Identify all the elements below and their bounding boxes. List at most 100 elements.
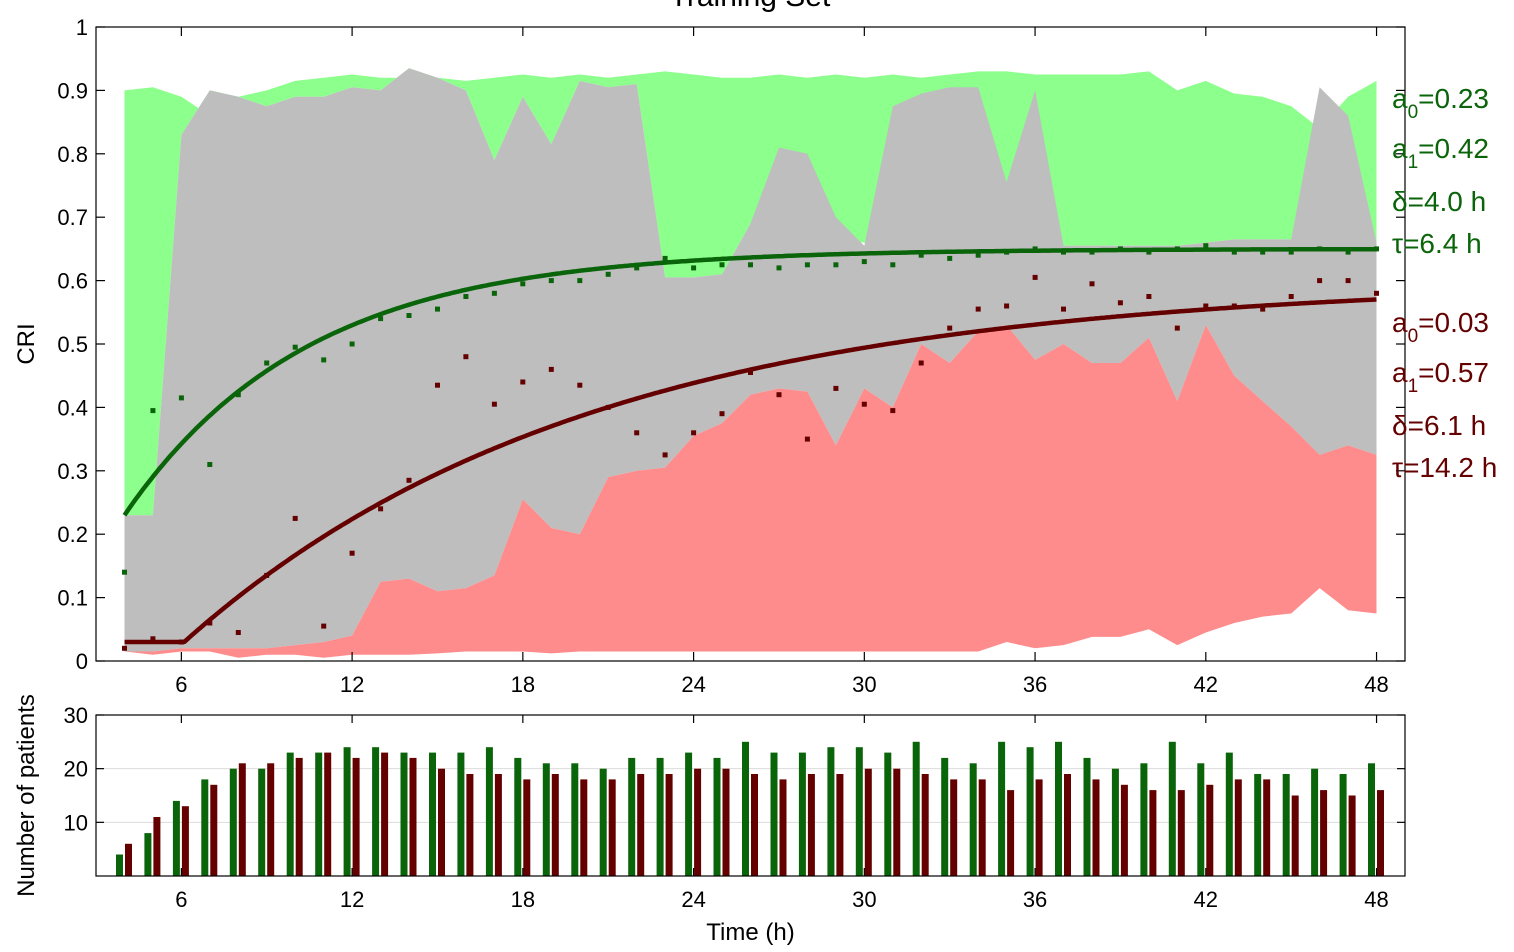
bar-red [921, 774, 929, 876]
x-tick-label: 12 [340, 887, 364, 912]
bar-red [1007, 790, 1015, 876]
bar-red [637, 774, 645, 876]
bar-red [523, 779, 531, 876]
bar-red [1348, 795, 1356, 876]
bar-red [665, 774, 673, 876]
data-point-green [150, 408, 156, 414]
data-point-red [577, 382, 583, 388]
bar-red [950, 779, 958, 876]
data-point-green [435, 306, 440, 312]
data-point-green [122, 569, 127, 575]
data-point-red [349, 550, 355, 556]
y-tick-label: 0.9 [57, 78, 88, 103]
x-tick-label: 6 [175, 887, 187, 912]
patients-bars [116, 741, 1384, 876]
data-point-green [1288, 249, 1294, 255]
green-band [124, 68, 1377, 516]
data-point-green [264, 360, 270, 366]
bar-red [210, 784, 218, 876]
bar-red [1263, 779, 1271, 876]
bar-red [893, 768, 901, 876]
bar-red [779, 779, 787, 876]
y-tick-label: 10 [64, 810, 88, 835]
data-point-red [691, 430, 697, 436]
bar-red [1291, 795, 1299, 876]
data-point-red [833, 385, 839, 391]
data-point-green [634, 265, 640, 271]
bar-red [1377, 790, 1384, 876]
bar-green [144, 833, 152, 876]
bar-red [580, 779, 588, 876]
patients-axis-ticks: 6 12 18 24 30 36 42 48 10 20 30 [64, 703, 1405, 912]
data-point-red [491, 401, 497, 407]
bar-red [1320, 790, 1328, 876]
y-tick-label: 30 [64, 703, 88, 728]
data-point-red [1146, 294, 1152, 299]
bar-red [438, 768, 445, 876]
data-point-red [1004, 303, 1010, 309]
bar-red [153, 817, 161, 876]
annotation-line: a1=0.57 [1392, 357, 1489, 397]
data-point-red [1345, 278, 1351, 284]
data-point-red [634, 430, 640, 436]
bar-green [429, 752, 436, 876]
bar-green [258, 768, 266, 876]
bar-green [1254, 774, 1262, 876]
bar-red [551, 774, 559, 876]
data-point-green [605, 271, 611, 277]
data-point-green [207, 462, 213, 467]
bar-red [1035, 779, 1043, 876]
bar-green [798, 752, 806, 876]
data-point-red [207, 620, 213, 626]
data-point-green [833, 262, 839, 268]
bar-green [286, 752, 294, 876]
x-tick-label: 24 [681, 887, 705, 912]
bar-red [836, 774, 844, 876]
cri-y-axis-label: CRI [13, 323, 40, 364]
cri-fit-lines [122, 246, 1377, 645]
data-point-red [378, 506, 384, 512]
fit-line-green [122, 246, 1377, 517]
bar-green [628, 757, 636, 876]
bar-green [1055, 741, 1062, 876]
bar-red [1064, 774, 1071, 876]
data-point-green [1203, 243, 1209, 249]
data-point-red [435, 382, 440, 388]
data-point-red [122, 645, 127, 651]
bar-green [941, 757, 949, 876]
data-point-green [719, 262, 725, 268]
bar-green [315, 752, 323, 876]
bar-red [608, 779, 616, 876]
data-point-red [804, 436, 810, 442]
bar-red [1120, 784, 1128, 876]
bar-red [1177, 790, 1185, 876]
red-parameter-annotation: a0=0.03 a1=0.57 δ=6.1 h τ=14.2 h [1392, 307, 1497, 483]
data-point-red [918, 360, 924, 366]
x-tick-label: 42 [1194, 887, 1218, 912]
bar-green [884, 752, 892, 876]
data-point-red [1174, 325, 1180, 331]
data-point-red [947, 325, 953, 331]
x-tick-label: 24 [681, 672, 705, 697]
patients-plot-frame [95, 714, 1406, 877]
bar-green [1197, 763, 1205, 876]
bar-red [466, 774, 474, 876]
data-point-green [691, 265, 697, 271]
data-point-red [1288, 294, 1294, 299]
bar-red [864, 768, 872, 876]
data-point-red [292, 515, 298, 521]
data-point-green [776, 265, 782, 271]
data-point-green [321, 357, 327, 363]
data-point-red [321, 623, 327, 629]
data-point-red [235, 630, 241, 635]
bar-green [713, 757, 721, 876]
data-point-green [491, 290, 497, 296]
x-tick-label: 42 [1194, 672, 1218, 697]
bar-green [1311, 768, 1319, 876]
data-point-green [748, 262, 753, 268]
data-point-green [947, 255, 953, 261]
x-tick-label: 48 [1364, 672, 1388, 697]
data-point-green [1231, 249, 1237, 255]
